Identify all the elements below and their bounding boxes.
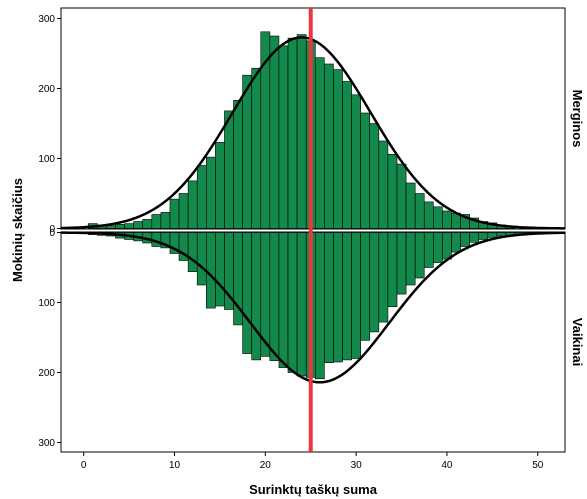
histogram-bar	[314, 232, 325, 380]
histogram-bar	[151, 214, 162, 229]
y-tick-label: 300	[38, 438, 55, 449]
x-tick-label: 20	[260, 460, 272, 471]
histogram-bar	[405, 182, 416, 229]
histogram-bar	[251, 67, 262, 229]
histogram-bar	[196, 165, 207, 229]
histogram-bar	[378, 140, 389, 229]
histogram-bar	[396, 163, 407, 229]
bars-merginos	[87, 31, 516, 229]
histogram-bar	[206, 232, 216, 309]
histogram-bar	[442, 232, 452, 260]
x-tick-label: 0	[81, 460, 87, 471]
histogram-bar	[451, 232, 461, 253]
histogram-bar	[115, 224, 125, 229]
histogram-bar	[187, 232, 198, 273]
x-tick-label: 10	[169, 460, 181, 471]
histogram-bar	[224, 110, 234, 229]
histogram-bar	[242, 74, 252, 229]
normal-curve-merginos	[60, 36, 566, 230]
x-axis-ticks: 0 10 20 30 40 50	[81, 452, 544, 471]
plot-frame-top	[60, 7, 566, 230]
normal-curve-vaikinai	[60, 231, 566, 384]
y-ticks-top: 0 100 200 300	[38, 14, 61, 235]
histogram-bar	[133, 221, 144, 229]
histogram-bar	[396, 232, 407, 295]
histogram-bar	[414, 232, 425, 279]
histogram-bar	[296, 34, 307, 229]
histogram-bar	[278, 232, 289, 368]
histogram-bar	[423, 201, 434, 229]
histogram-bar	[314, 57, 325, 229]
y-tick-label: 0	[49, 224, 55, 235]
plot-frame-bottom	[60, 231, 566, 453]
histogram-bar	[242, 232, 252, 354]
histogram-bar	[342, 81, 352, 229]
histogram-bar	[178, 193, 189, 229]
histogram-bar	[333, 232, 343, 363]
histogram-bar	[369, 232, 380, 333]
histogram-bar	[351, 232, 361, 359]
histogram-bar	[351, 94, 361, 229]
y-tick-label: 100	[38, 298, 55, 309]
x-tick-label: 50	[532, 460, 544, 471]
bars-vaikinai	[87, 232, 543, 380]
histogram-bar	[433, 206, 443, 229]
histogram-bar	[405, 232, 416, 286]
y-tick-label: 300	[38, 14, 55, 25]
histogram-bar	[269, 232, 280, 361]
histogram-bar	[324, 232, 334, 363]
y-tick-label: 200	[38, 84, 55, 95]
histogram-bar	[169, 198, 180, 229]
histogram-bar	[233, 100, 243, 229]
y-ticks-bottom: 0 100 200 300	[38, 228, 61, 449]
histogram-bar	[124, 223, 134, 229]
histogram-bar	[423, 232, 434, 268]
y-tick-label: 0	[49, 228, 55, 239]
y-tick-label: 100	[38, 154, 55, 165]
histogram-bar	[187, 180, 198, 229]
histogram-bar	[369, 123, 380, 229]
histogram-bar	[324, 63, 334, 229]
histogram-bar	[487, 232, 498, 238]
panel-label-merginos: Merginos	[570, 90, 585, 148]
histogram-bar	[360, 112, 371, 229]
x-tick-label: 40	[441, 460, 453, 471]
histogram-bar	[442, 210, 452, 229]
histogram-bar	[460, 232, 470, 247]
x-tick-label: 30	[351, 460, 363, 471]
histogram-bar	[196, 232, 207, 286]
histogram-bar	[287, 37, 298, 229]
y-tick-label: 200	[38, 368, 55, 379]
histogram-bar	[215, 232, 225, 307]
histogram-bar	[106, 225, 116, 229]
x-axis-title: Surinktų taškų suma	[249, 482, 378, 497]
histogram-bar	[287, 232, 298, 373]
histogram-bar	[278, 45, 289, 229]
histogram-bar	[160, 212, 171, 229]
histogram-bar	[414, 193, 425, 229]
histogram-bar	[360, 232, 371, 341]
histogram-bar	[251, 232, 262, 361]
histogram-bar	[342, 232, 352, 361]
histogram-bar	[142, 219, 153, 229]
histogram-bar	[206, 156, 216, 229]
histogram-bar	[478, 232, 489, 240]
histogram-bar	[269, 35, 280, 229]
histogram-bar	[387, 154, 398, 229]
histogram-bar	[333, 69, 343, 229]
histogram-bar	[387, 232, 398, 307]
histogram-bar	[215, 142, 225, 229]
histogram-bar	[296, 232, 307, 377]
histogram-bar	[469, 232, 480, 243]
histogram-bar	[433, 232, 443, 263]
panel-merginos: 0 100 200 300 Merginos	[38, 7, 585, 235]
y-axis-title: Mokinių skaičius	[10, 178, 25, 282]
panel-label-vaikinai: Vaikinai	[570, 318, 585, 366]
histogram-bar	[378, 232, 389, 323]
